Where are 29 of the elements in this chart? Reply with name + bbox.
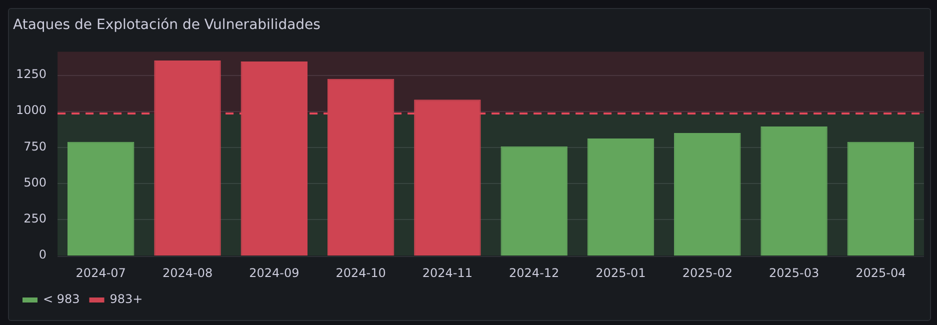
y-tick-label: 500 — [24, 175, 47, 190]
x-tick-label: 2024-08 — [162, 266, 213, 280]
y-tick-label: 1000 — [16, 103, 47, 118]
bar — [240, 61, 308, 256]
x-tick-label: 2024-12 — [509, 266, 560, 280]
x-tick-label: 2024-07 — [76, 266, 126, 280]
x-tick-label: 2025-04 — [856, 266, 906, 280]
legend-label: 983+ — [110, 292, 143, 306]
bar — [760, 126, 828, 256]
bar — [847, 142, 914, 256]
legend-label: < 983 — [43, 292, 80, 306]
bar — [500, 146, 568, 256]
y-tick-label: 1250 — [16, 67, 47, 82]
bar — [414, 100, 481, 256]
x-tick-label: 2025-01 — [596, 266, 646, 280]
bar — [674, 133, 741, 256]
x-tick-label: 2024-09 — [249, 266, 300, 280]
x-tick-label: 2025-03 — [768, 266, 820, 280]
bar — [68, 142, 134, 256]
bar — [587, 138, 654, 256]
bar — [327, 78, 394, 256]
chart-title: Ataques de Explotación de Vulnerabilidades — [13, 17, 320, 34]
x-tick-label: 2024-11 — [422, 266, 473, 280]
x-tick-label: 2025-02 — [682, 266, 732, 280]
y-tick-label: 250 — [24, 212, 47, 226]
x-tick-label: 2024-10 — [336, 266, 386, 280]
y-tick-label: 0 — [38, 248, 47, 262]
y-tick-label: 750 — [24, 139, 47, 154]
bar — [154, 60, 221, 256]
